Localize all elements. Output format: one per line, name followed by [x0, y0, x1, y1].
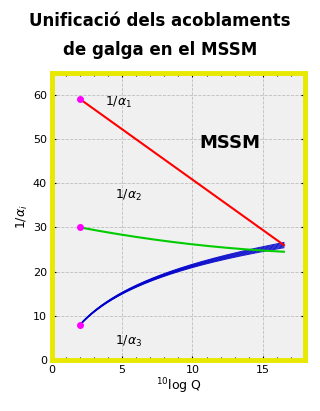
Text: de galga en el MSSM: de galga en el MSSM: [63, 41, 257, 59]
X-axis label: $^{10}$log Q: $^{10}$log Q: [156, 376, 201, 396]
Text: MSSM: MSSM: [200, 134, 260, 152]
Text: $1/\alpha_1$: $1/\alpha_1$: [105, 95, 132, 110]
Text: $1/\alpha_2$: $1/\alpha_2$: [115, 188, 142, 203]
Text: $1/\alpha_3$: $1/\alpha_3$: [115, 334, 142, 349]
Y-axis label: $1/\alpha_i$: $1/\alpha_i$: [15, 204, 30, 229]
Text: Unificació dels acoblaments: Unificació dels acoblaments: [29, 12, 291, 30]
